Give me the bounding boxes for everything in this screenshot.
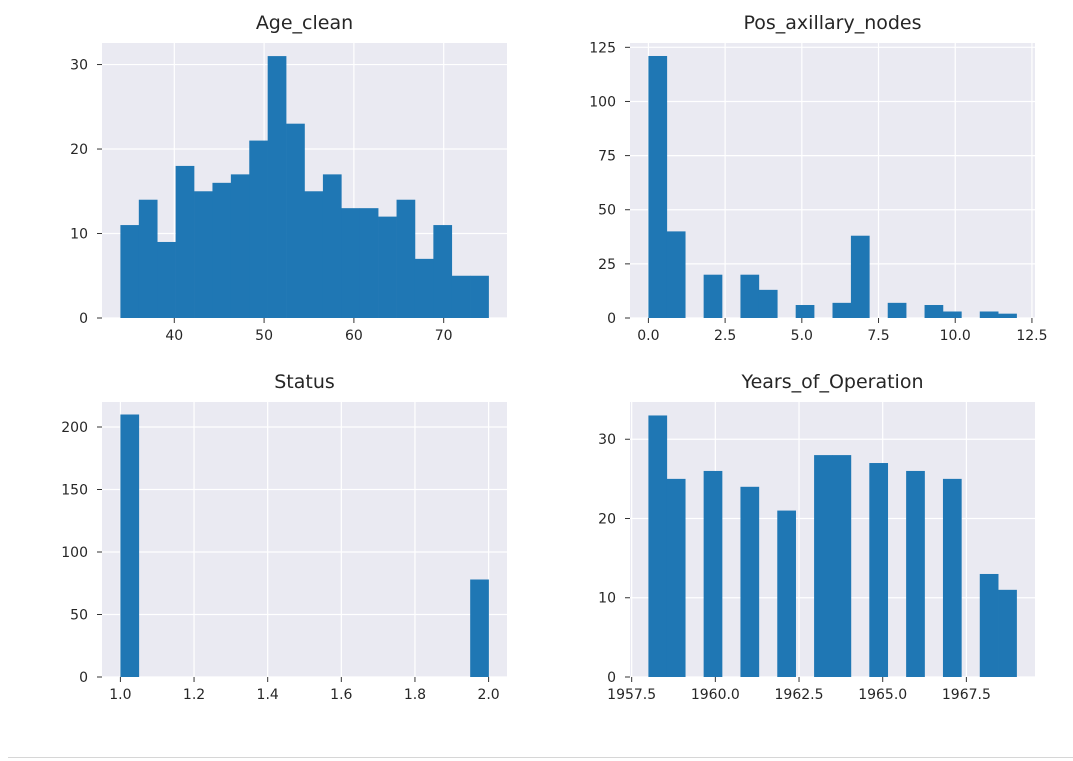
x-tick-label: 1967.5 [942, 687, 991, 703]
histogram-bar [906, 470, 925, 677]
subplot-title: Age_clean [256, 12, 353, 34]
histogram-bar [942, 478, 962, 677]
histogram-bar [666, 478, 686, 677]
histogram-bar [924, 305, 944, 318]
histogram-bar [887, 302, 907, 318]
y-tick-label: 30 [598, 432, 616, 448]
histogram-bar [322, 174, 342, 318]
y-tick-label: 0 [607, 311, 616, 327]
histogram-bar [157, 241, 176, 318]
histogram-bar [378, 216, 397, 318]
histogram-bar [267, 56, 287, 318]
y-tick-label: 100 [61, 545, 88, 561]
histogram-bar [703, 274, 723, 318]
x-tick-label: 0.0 [637, 328, 659, 344]
histogram-bar [433, 225, 453, 318]
histogram-bar [942, 311, 962, 318]
histogram-bar [998, 313, 1017, 318]
histogram-bar [120, 414, 140, 677]
subplot-1: 40 50 60 70 0 10 20 30 Age_clean [70, 12, 507, 344]
histogram-bar [979, 311, 999, 318]
y-tick-label: 10 [70, 227, 88, 243]
histogram-bar [414, 258, 434, 318]
x-tick-label: 1965.0 [858, 687, 907, 703]
y-tick-label: 50 [598, 203, 616, 219]
y-tick-label: 125 [589, 40, 616, 56]
subplot-3: 1.0 1.2 1.4 1.6 1.8 2.0 0 50 100 150 200 Status [61, 371, 507, 703]
histogram-bar [470, 275, 489, 318]
y-tick-label: 20 [70, 142, 88, 158]
x-tick-label: 50 [255, 328, 273, 344]
x-tick-label: 10.0 [940, 328, 971, 344]
histogram-bar [740, 486, 760, 677]
histogram-bar [814, 455, 833, 677]
histogram-bar [470, 579, 489, 677]
y-tick-label: 150 [61, 483, 88, 499]
x-tick-label: 5.0 [791, 328, 813, 344]
subplot-title: Pos_axillary_nodes [743, 12, 921, 34]
histogram-bar [212, 182, 232, 318]
histogram-bar [703, 470, 723, 677]
histogram-bar [304, 191, 324, 318]
y-tick-label: 10 [598, 591, 616, 607]
y-tick-label: 100 [589, 94, 616, 110]
subplot-4: 1957.5 1960.0 1962.5 1965.0 1967.5 0 10 20 30 Yea… [598, 371, 1035, 703]
x-tick-label: 1962.5 [775, 687, 824, 703]
histogram-bar [850, 235, 870, 318]
subplot-2: 0.0 2.5 5.0 7.5 10.0 12.5 0 25 50 75 100 125 Pos_axi… [589, 12, 1047, 344]
y-tick-label: 50 [70, 608, 88, 624]
histogram-bar [758, 289, 778, 318]
histogram-bar [666, 231, 686, 318]
x-tick-label: 12.5 [1016, 328, 1047, 344]
x-tick-label: 1.6 [330, 687, 352, 703]
x-tick-label: 1.0 [109, 687, 131, 703]
histogram-bar [286, 123, 305, 318]
x-tick-label: 1.4 [257, 687, 279, 703]
x-tick-label: 60 [345, 328, 363, 344]
histogram-bar [869, 463, 889, 677]
histogram-bar [998, 589, 1017, 677]
x-tick-label: 7.5 [867, 328, 889, 344]
y-tick-label: 0 [607, 670, 616, 686]
x-tick-label: 1960.0 [691, 687, 740, 703]
x-tick-label: 1.2 [183, 687, 205, 703]
histogram-bar [740, 274, 760, 318]
x-tick-label: 2.5 [714, 328, 736, 344]
histogram-bar [249, 140, 268, 318]
histogram-bar [832, 455, 852, 677]
plot-area [102, 402, 507, 677]
y-tick-label: 0 [79, 311, 88, 327]
subplot-title: Years_of_Operation [741, 371, 924, 393]
plot-area [630, 43, 1035, 318]
histogram-bar [777, 510, 796, 677]
histogram-bar [648, 55, 668, 318]
x-tick-label: 1957.5 [607, 687, 656, 703]
x-tick-label: 40 [165, 328, 183, 344]
y-tick-label: 200 [61, 420, 88, 436]
histogram-bar [194, 191, 213, 318]
y-tick-label: 75 [598, 149, 616, 165]
y-tick-label: 30 [70, 58, 88, 74]
histogram-bar [120, 225, 140, 318]
histogram-bar [230, 174, 250, 318]
histogram-bar [648, 415, 668, 677]
histogram-bar [795, 305, 815, 318]
histogram-bar [832, 302, 852, 318]
histogram-bar [979, 573, 999, 677]
bottom-divider [8, 757, 1073, 758]
histogram-bar [138, 199, 158, 318]
histogram-bar [396, 199, 416, 318]
histogram-bar [451, 275, 471, 318]
y-tick-label: 25 [598, 257, 616, 273]
histogram-bar [175, 165, 195, 318]
x-tick-label: 70 [435, 328, 453, 344]
y-tick-label: 0 [79, 670, 88, 686]
histogram-bar [341, 208, 361, 318]
y-tick-label: 20 [598, 511, 616, 527]
x-tick-label: 2.0 [477, 687, 499, 703]
x-tick-label: 1.8 [404, 687, 426, 703]
subplot-title: Status [274, 371, 335, 393]
histogram-bar [359, 208, 379, 318]
